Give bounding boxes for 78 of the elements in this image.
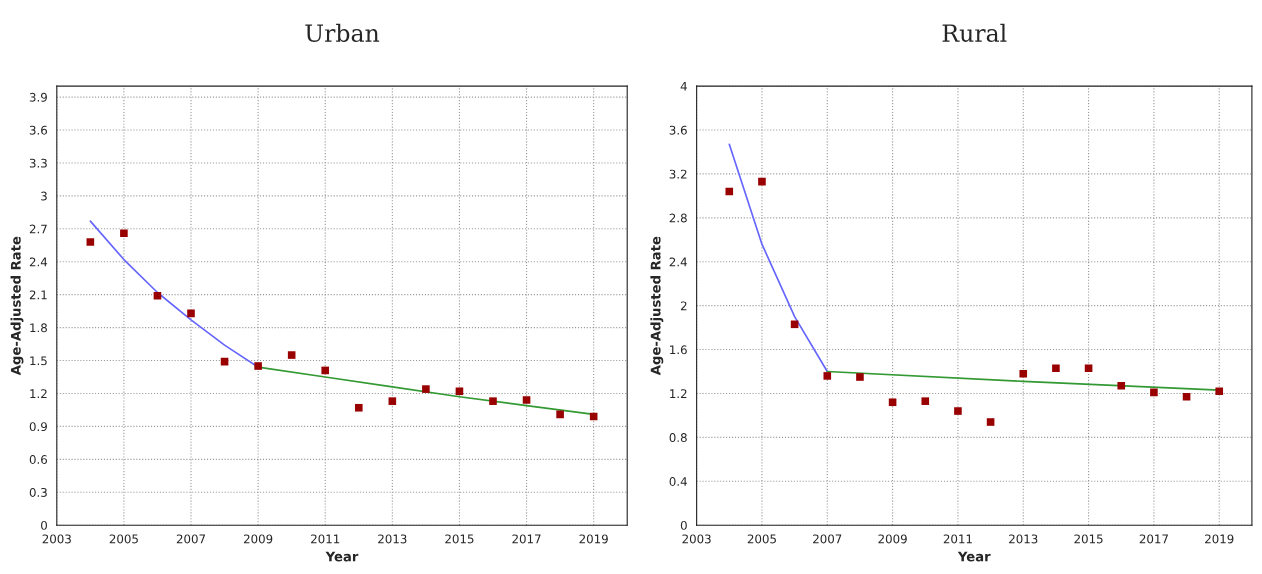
x-axis-title: Year bbox=[957, 551, 991, 562]
point bbox=[321, 366, 330, 375]
point bbox=[1215, 387, 1224, 396]
point bbox=[187, 309, 195, 318]
y-tick-label: 0.6 bbox=[29, 455, 48, 464]
x-tick-label: 2003 bbox=[42, 534, 71, 544]
x-tick-label: 2007 bbox=[813, 534, 842, 544]
x-tick-label: 2017 bbox=[512, 534, 541, 544]
point bbox=[120, 229, 128, 238]
x-tick-label: 2011 bbox=[311, 534, 340, 544]
x-tick-label: 2013 bbox=[1009, 534, 1038, 544]
chart-title: Urban bbox=[305, 23, 380, 42]
y-tick-label: 2.8 bbox=[669, 213, 687, 223]
point bbox=[556, 410, 564, 419]
point bbox=[1150, 388, 1158, 397]
y-tick-label: 1.5 bbox=[30, 356, 47, 366]
point bbox=[522, 396, 531, 404]
y-tick-label: 0.3 bbox=[29, 488, 47, 497]
point bbox=[1182, 392, 1191, 401]
x-tick-label: 2013 bbox=[378, 534, 407, 544]
chart-title: Rural bbox=[942, 23, 1007, 42]
x-tick-label: 2007 bbox=[176, 534, 206, 544]
x-tick-label: 2017 bbox=[1139, 534, 1168, 544]
point bbox=[823, 372, 832, 380]
point bbox=[986, 418, 995, 426]
x-tick-label: 2011 bbox=[943, 534, 972, 544]
point bbox=[758, 177, 766, 186]
point bbox=[888, 398, 897, 407]
y-tick-label: 2.4 bbox=[29, 257, 48, 267]
x-tick-label: 2005 bbox=[747, 534, 776, 544]
x-tick-label: 2009 bbox=[878, 534, 907, 544]
y-tick-label: 3.6 bbox=[669, 125, 687, 135]
point bbox=[489, 397, 497, 405]
y-tick-label: 3.9 bbox=[29, 92, 47, 102]
point bbox=[1052, 364, 1060, 373]
point bbox=[954, 407, 962, 415]
point bbox=[254, 362, 262, 370]
point bbox=[1019, 369, 1028, 378]
x-tick-label: 2009 bbox=[243, 534, 273, 544]
y-tick-label: 4 bbox=[680, 81, 687, 91]
point bbox=[422, 385, 430, 393]
y-tick-label: 0.4 bbox=[669, 477, 687, 486]
y-tick-label: 3 bbox=[41, 191, 47, 201]
y-tick-label: 2.7 bbox=[29, 224, 47, 234]
y-tick-label: 2.1 bbox=[29, 290, 47, 300]
point bbox=[86, 238, 95, 246]
y-axis-title: Age-Adjusted Rate bbox=[650, 236, 664, 376]
point bbox=[856, 373, 864, 381]
point bbox=[455, 387, 464, 396]
y-tick-label: 1.2 bbox=[670, 389, 687, 398]
y-tick-label: 1.2 bbox=[30, 389, 47, 398]
y-tick-label: 2.4 bbox=[669, 257, 687, 267]
y-tick-label: 3.6 bbox=[29, 125, 48, 135]
point bbox=[354, 403, 363, 412]
point bbox=[1084, 364, 1093, 373]
point bbox=[287, 351, 296, 359]
y-tick-label: 2 bbox=[680, 301, 687, 311]
x-tick-label: 2019 bbox=[579, 534, 608, 544]
point bbox=[1117, 381, 1126, 390]
y-axis-title: Age-Adjusted Rate bbox=[10, 236, 24, 376]
point bbox=[153, 291, 162, 300]
x-axis-title: Year bbox=[325, 551, 359, 562]
x-tick-label: 2015 bbox=[445, 534, 474, 544]
x-tick-label: 2019 bbox=[1205, 534, 1234, 544]
y-tick-label: 0.8 bbox=[669, 433, 687, 443]
y-tick-label: 0.9 bbox=[29, 422, 47, 432]
y-tick-label: 3.3 bbox=[29, 158, 47, 168]
x-tick-label: 2005 bbox=[109, 534, 138, 544]
y-tick-label: 1.6 bbox=[670, 345, 687, 355]
point bbox=[725, 187, 734, 196]
point bbox=[388, 397, 397, 405]
point bbox=[921, 397, 930, 405]
y-tick-label: 0 bbox=[680, 520, 687, 530]
x-tick-label: 2003 bbox=[682, 534, 711, 544]
y-tick-label: 3.2 bbox=[669, 169, 687, 179]
x-tick-label: 2015 bbox=[1074, 534, 1103, 544]
y-tick-label: 1.8 bbox=[30, 323, 47, 333]
y-tick-label: 0 bbox=[41, 520, 47, 530]
